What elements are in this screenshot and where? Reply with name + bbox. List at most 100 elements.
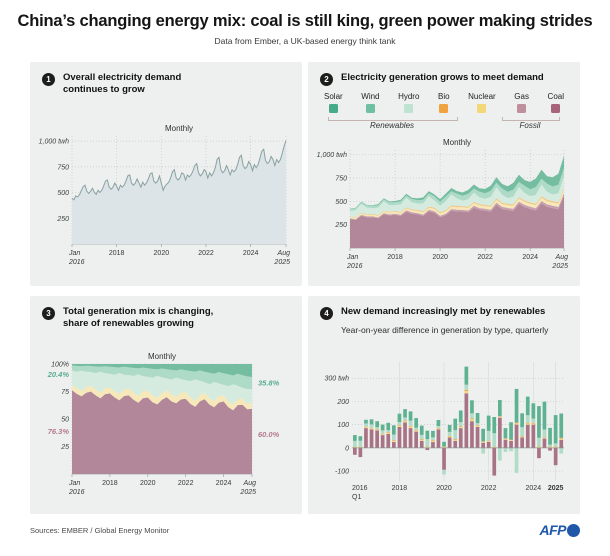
svg-text:2025: 2025	[551, 263, 568, 270]
bar-seg-wind-solar	[403, 409, 407, 418]
bar-seg-bio	[431, 440, 435, 441]
legend-swatch	[551, 104, 561, 113]
share-fossil	[72, 390, 252, 474]
bar-seg-fossil	[447, 437, 452, 448]
bar-seg-nuclear	[436, 428, 441, 430]
legend-item-solar: Solar	[324, 92, 343, 113]
bar-seg-fossil	[442, 447, 446, 470]
svg-text:500: 500	[57, 190, 69, 197]
bar-seg-bio	[548, 446, 552, 447]
svg-text:2018: 2018	[109, 250, 125, 257]
bar-seg-fossil	[408, 428, 413, 448]
bar-seg-wind-solar	[431, 430, 435, 438]
bar-seg-fossil	[375, 430, 379, 448]
bar-seg-bio	[414, 429, 418, 431]
bar-seg-nuclear	[414, 430, 418, 432]
bar-seg-wind-solar	[358, 436, 363, 441]
renewables-bracket-label: Renewables	[369, 121, 415, 130]
bar-seg-bio	[392, 440, 396, 441]
afp-logo-text: AFP	[539, 522, 567, 538]
panel-yoy-title: New demand increasingly met by renewable…	[341, 306, 548, 336]
legend-item-bio: Bio	[438, 92, 450, 113]
bar-seg-wind-solar	[419, 425, 424, 435]
panel-number-badge: 3	[42, 307, 55, 320]
panel-yoy-header: 4 New demand increasingly met by renewab…	[320, 306, 570, 336]
bar-seg-wind-solar	[559, 413, 564, 438]
legend-swatch	[477, 104, 487, 113]
svg-text:Monthly: Monthly	[148, 352, 176, 361]
panel-mix-share: 3 Total generation mix is changing, shar…	[30, 296, 302, 514]
bar-seg-bio	[380, 433, 385, 435]
svg-text:750: 750	[57, 164, 69, 171]
bar-seg-wind-solar	[380, 424, 385, 431]
bar-seg-hydro	[453, 430, 458, 439]
bar-seg-wind-solar	[408, 411, 413, 421]
bar-seg-fossil	[486, 442, 491, 448]
sources-text: Sources: EMBER / Global Energy Monitor	[30, 525, 170, 535]
bar-seg-wind-solar	[453, 418, 458, 431]
bar-seg-bio	[542, 437, 547, 438]
bar-seg-nuclear	[425, 446, 430, 448]
bar-seg-hydro	[436, 426, 441, 428]
bar-seg-bio	[520, 436, 524, 437]
svg-text:2020: 2020	[432, 254, 448, 261]
bar-seg-nuclear	[553, 446, 558, 448]
bar-seg-nuclear	[453, 439, 458, 441]
series-solar	[350, 155, 564, 210]
bar-seg-hydro	[392, 434, 396, 441]
bar-seg-fossil	[392, 442, 396, 448]
svg-text:1,000 twh: 1,000 twh	[39, 139, 69, 146]
panel-mix-title: Total generation mix is changing, share …	[63, 306, 213, 331]
bar-seg-bio	[453, 439, 458, 440]
bar-seg-wind-solar	[475, 413, 480, 424]
bar-seg-bio	[358, 446, 363, 448]
bar-seg-hydro	[408, 420, 413, 426]
bar-seg-hydro	[486, 430, 491, 441]
bar-seg-bio	[419, 439, 424, 440]
bar-seg-fossil	[425, 447, 430, 451]
bar-seg-wind-solar	[548, 427, 552, 445]
bar-seg-wind-solar	[364, 419, 368, 424]
footer: Sources: EMBER / Global Energy Monitor A…	[30, 522, 580, 538]
bar-seg-fossil	[353, 447, 357, 455]
bar-seg-fossil	[470, 421, 474, 448]
legend-item-gas: Gas	[514, 92, 529, 113]
bar-seg-hydro	[520, 427, 524, 436]
svg-text:2016: 2016	[68, 259, 85, 266]
bar-seg-nuclear	[447, 436, 452, 438]
bar-seg-fossil	[364, 428, 368, 448]
bar-seg-fossil	[453, 440, 458, 448]
panel-title-line1: New demand increasingly met by renewable…	[341, 306, 546, 317]
bar-seg-hydro	[481, 447, 485, 454]
svg-text:Q1: Q1	[352, 494, 361, 501]
bar-seg-hydro	[375, 427, 379, 430]
svg-text:2022: 2022	[178, 480, 194, 487]
bar-seg-bio	[498, 416, 502, 417]
afp-logo: AFP	[539, 522, 580, 538]
bar-seg-wind-solar	[442, 441, 446, 447]
bar-seg-nuclear	[431, 440, 435, 443]
svg-text:100%: 100%	[51, 362, 69, 369]
svg-text:Monthly: Monthly	[443, 138, 471, 147]
bar-seg-wind-solar	[492, 417, 497, 434]
bar-seg-nuclear	[531, 423, 536, 425]
panel-title-line1: Total generation mix is changing,	[63, 306, 214, 317]
bar-seg-nuclear	[470, 419, 474, 422]
demand-area-chart: 1,000 twh 750 500 250 Jan 2016 2018 2020 2022 202…	[39, 124, 290, 266]
svg-text:100: 100	[337, 422, 349, 429]
panel-number-badge: 2	[320, 73, 333, 86]
bar-seg-fossil	[537, 447, 541, 459]
panel-generation-header: 2 Electricity generation grows to meet d…	[320, 72, 570, 86]
share-solar	[72, 364, 252, 377]
bar-seg-wind-solar	[458, 410, 463, 423]
bar-seg-nuclear	[475, 425, 480, 427]
svg-text:2020: 2020	[140, 480, 156, 487]
bar-seg-bio	[514, 422, 519, 424]
bar-seg-nuclear	[548, 446, 552, 448]
bar-seg-fossil	[548, 447, 552, 451]
svg-text:2022: 2022	[477, 254, 493, 261]
bar-seg-wind-solar	[481, 428, 485, 442]
bar-seg-hydro	[475, 423, 480, 426]
bar-seg-hydro	[364, 423, 368, 427]
bar-seg-fossil	[403, 422, 407, 448]
